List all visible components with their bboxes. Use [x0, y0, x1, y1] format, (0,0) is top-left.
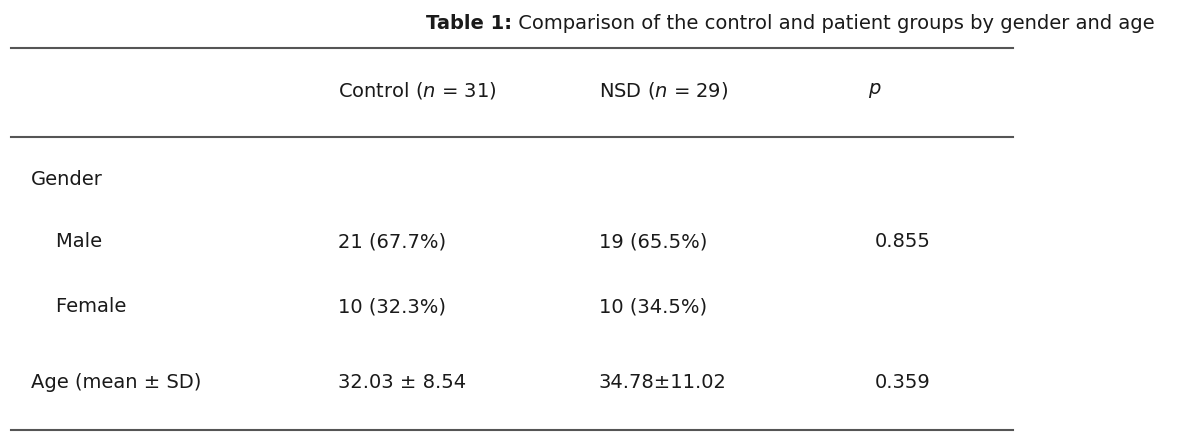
Text: 32.03 ± 8.54: 32.03 ± 8.54 — [337, 373, 466, 392]
Text: Control ($n$ = 31): Control ($n$ = 31) — [337, 79, 497, 100]
Text: 34.78±11.02: 34.78±11.02 — [599, 373, 727, 392]
Text: 21 (67.7%): 21 (67.7%) — [337, 233, 447, 251]
Text: Age (mean ± SD): Age (mean ± SD) — [31, 373, 202, 392]
Text: NSD ($n$ = 29): NSD ($n$ = 29) — [599, 79, 728, 100]
Text: 0.855: 0.855 — [874, 233, 931, 251]
Text: Male: Male — [31, 233, 102, 251]
Text: 0.359: 0.359 — [874, 373, 931, 392]
Text: Female: Female — [31, 297, 127, 316]
Text: Comparison of the control and patient groups by gender and age: Comparison of the control and patient gr… — [512, 14, 1154, 33]
Text: Table 1:: Table 1: — [426, 14, 512, 33]
Text: $p$: $p$ — [868, 81, 882, 99]
Text: 19 (65.5%): 19 (65.5%) — [599, 233, 707, 251]
Text: 10 (32.3%): 10 (32.3%) — [337, 297, 446, 316]
Text: 10 (34.5%): 10 (34.5%) — [599, 297, 707, 316]
Text: Gender: Gender — [31, 170, 103, 189]
